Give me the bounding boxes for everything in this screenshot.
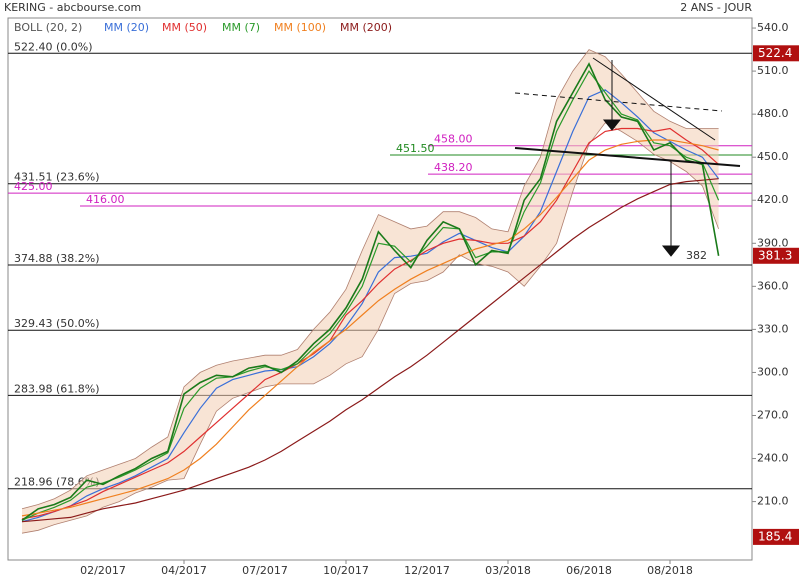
drawings xyxy=(514,57,741,257)
trendline-dashed xyxy=(514,92,723,112)
trendline xyxy=(592,57,716,141)
bollinger-lower xyxy=(21,122,719,534)
price-badge xyxy=(753,528,799,545)
legend-entry: MM (7) xyxy=(222,21,260,34)
y-tick-label: 210.0 xyxy=(757,495,789,508)
fib-label: 522.40 (0.0%) xyxy=(14,40,93,53)
x-tick-label: 04/2017 xyxy=(161,564,207,577)
price-badge xyxy=(753,45,799,62)
fib-label: 283.98 (61.8%) xyxy=(14,382,100,395)
level-label: 438.20 xyxy=(434,161,473,174)
moving-average xyxy=(21,70,720,521)
y-tick-label: 480.0 xyxy=(757,107,789,120)
y-tick-label: 240.0 xyxy=(757,452,789,465)
fib-label: 329.43 (50.0%) xyxy=(14,317,100,330)
level-label: 451.50 xyxy=(396,142,435,155)
trendline xyxy=(514,147,741,167)
moving-average xyxy=(21,127,719,520)
price-badge xyxy=(753,247,799,264)
x-tick-label: 02/2017 xyxy=(80,564,126,577)
y-tick-label: 360.0 xyxy=(757,279,789,292)
y-tick-label: 270.0 xyxy=(757,408,789,421)
y-tick-label: 540.0 xyxy=(757,21,789,34)
y-tick-label: 300.0 xyxy=(757,365,789,378)
y-tick-label: 450.0 xyxy=(757,150,789,163)
legend-entry: MM (20) xyxy=(104,21,149,34)
level-label: 458.00 xyxy=(434,133,473,146)
moving-average xyxy=(21,178,719,523)
target-label: 382 xyxy=(686,249,707,262)
y-tick-label: 330.0 xyxy=(757,322,789,335)
x-tick-label: 03/2018 xyxy=(485,564,531,577)
price-badge-label: 522.4 xyxy=(758,46,792,60)
x-tick-label: 12/2017 xyxy=(404,564,450,577)
legend-entry: MM (100) xyxy=(274,21,326,34)
price-line xyxy=(21,62,720,521)
chart-subtitle: 2 ANS - JOUR xyxy=(680,1,752,14)
legend-entry: MM (50) xyxy=(162,21,207,34)
bollinger-upper xyxy=(21,49,719,510)
y-tick-label: 390.0 xyxy=(757,236,789,249)
arrow-head xyxy=(661,245,681,257)
x-tick-label: 07/2017 xyxy=(242,564,288,577)
plot: 210.0 240.0 270.0 300.0 330.0 360.0 390.0 420.0… xyxy=(8,21,799,577)
y-tick-label: 510.0 xyxy=(757,64,789,77)
level-label: 425.00 xyxy=(14,180,53,193)
arrow-head xyxy=(602,119,622,131)
price-badge-label: 381.3 xyxy=(758,248,792,262)
x-tick-label: 08/2018 xyxy=(647,564,693,577)
chart-title: KERING - abcbourse.com xyxy=(4,1,141,14)
legend-entry: BOLL (20, 2) xyxy=(14,21,82,34)
fib-label: 374.88 (38.2%) xyxy=(14,252,100,265)
legend-entry: MM (200) xyxy=(340,21,392,34)
x-tick-label: 06/2018 xyxy=(566,564,612,577)
price-badge-label: 185.4 xyxy=(758,529,792,543)
level-label: 416.00 xyxy=(86,193,125,206)
y-tick-label: 420.0 xyxy=(757,193,789,206)
x-tick-label: 10/2017 xyxy=(323,564,369,577)
moving-average xyxy=(21,139,719,517)
fib-label: 431.51 (23.6%) xyxy=(14,171,100,184)
moving-average xyxy=(21,89,720,523)
